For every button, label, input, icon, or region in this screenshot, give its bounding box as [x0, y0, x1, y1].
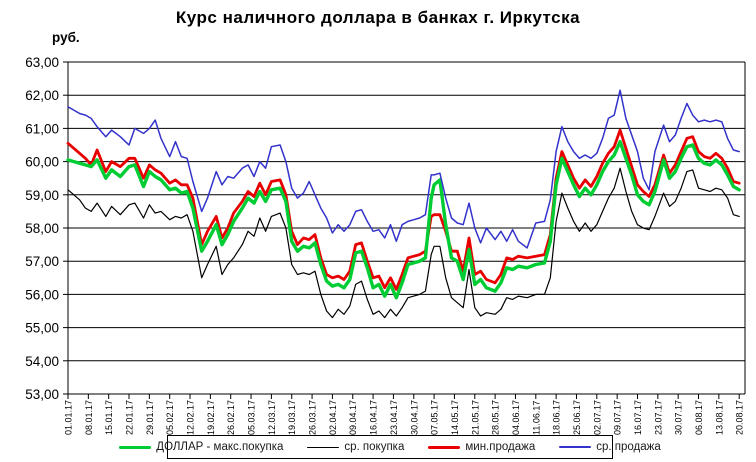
legend-item-min-sell: мин.продажа — [428, 441, 535, 453]
x-tick-label: 19.03.17 — [287, 400, 297, 435]
x-tick-label: 21.05.17 — [470, 400, 480, 435]
legend-swatch-avg-buy — [307, 446, 340, 448]
y-tick-label: 53,00 — [25, 387, 59, 402]
y-tick-label: 57,00 — [25, 254, 59, 269]
x-tick-label: 05.02.17 — [165, 400, 175, 435]
legend-swatch-avg-sell — [559, 446, 592, 448]
x-tick-label: 02.04.17 — [328, 400, 338, 435]
x-tick-label: 23.04.17 — [389, 400, 399, 435]
chart-title: Курс наличного доллара в банках г. Иркут… — [175, 8, 581, 27]
x-tick-label: 14.05.17 — [450, 400, 460, 435]
x-tick-label: 12.03.17 — [267, 400, 277, 435]
x-tick-label: 04.06.17 — [511, 400, 521, 435]
legend-swatch-max-buy — [119, 445, 152, 449]
x-tick-label: 11.06.17 — [531, 401, 541, 435]
x-tick-label: 01.01.17 — [64, 400, 74, 435]
legend-item-avg-sell: ср. продажа — [559, 441, 661, 453]
legend-label-max-buy: ДОЛЛАР - макс.покупка — [156, 441, 284, 453]
y-tick-label: 58,00 — [25, 221, 59, 236]
x-tick-label: 16.07.17 — [633, 400, 643, 435]
series-line-3 — [67, 89, 740, 249]
x-tick-label: 30.07.17 — [674, 400, 684, 435]
x-tick-label: 12.02.17 — [186, 400, 196, 435]
x-tick-label: 28.05.17 — [491, 400, 501, 435]
legend-item-max-buy: ДОЛЛАР - макс.покупка — [119, 441, 283, 453]
legend: ДОЛЛАР - макс.покупка ср. покупка мин.пр… — [119, 435, 661, 459]
x-tick-label: 19.02.17 — [206, 400, 216, 435]
series-line-1 — [67, 167, 740, 319]
x-tick-label: 05.03.17 — [247, 400, 257, 435]
y-tick-label: 59,00 — [25, 188, 59, 203]
x-tick-label: 30.04.17 — [409, 400, 419, 435]
legend-swatch-min-sell — [428, 445, 461, 449]
y-tick-label: 56,00 — [25, 287, 59, 302]
y-tick-label: 61,00 — [25, 121, 59, 136]
x-tick-label: 07.05.17 — [430, 400, 440, 435]
x-tick-label: 20.08.17 — [735, 400, 745, 435]
x-tick-label: 08.01.17 — [84, 400, 94, 435]
x-tick-label: 25.06.17 — [572, 400, 582, 435]
x-tick-label: 26.02.17 — [226, 400, 236, 435]
x-tick-label: 16.04.17 — [369, 400, 379, 435]
x-tick-label: 06.08.17 — [694, 400, 704, 435]
y-tick-label: 62,00 — [25, 88, 59, 103]
series-line-0 — [66, 139, 741, 300]
x-tick-label: 09.07.17 — [613, 400, 623, 435]
legend-label-min-sell: мин.продажа — [465, 441, 536, 453]
y-tick-label: 54,00 — [25, 354, 59, 369]
y-tick-label: 60,00 — [25, 155, 59, 170]
x-tick-label: 23.07.17 — [653, 400, 663, 435]
y-axis-unit-label: руб. — [52, 30, 80, 45]
x-tick-label: 22.01.17 — [125, 400, 135, 435]
legend-label-avg-sell: ср. продажа — [596, 441, 661, 453]
x-tick-label: 13.08.17 — [714, 400, 724, 435]
y-tick-label: 55,00 — [25, 321, 59, 336]
x-tick-label: 15.01.17 — [104, 400, 114, 435]
x-tick-label: 26.03.17 — [308, 400, 318, 435]
x-tick-label: 09.04.17 — [348, 400, 358, 435]
legend-item-avg-buy: ср. покупка — [307, 441, 404, 453]
x-tick-label: 02.07.17 — [592, 400, 602, 435]
legend-label-avg-buy: ср. покупка — [344, 441, 405, 453]
x-tick-label: 29.01.17 — [145, 400, 155, 435]
x-tick-label: 18.06.17 — [552, 400, 562, 435]
series-line-2 — [66, 128, 741, 291]
y-tick-label: 63,00 — [25, 55, 59, 70]
